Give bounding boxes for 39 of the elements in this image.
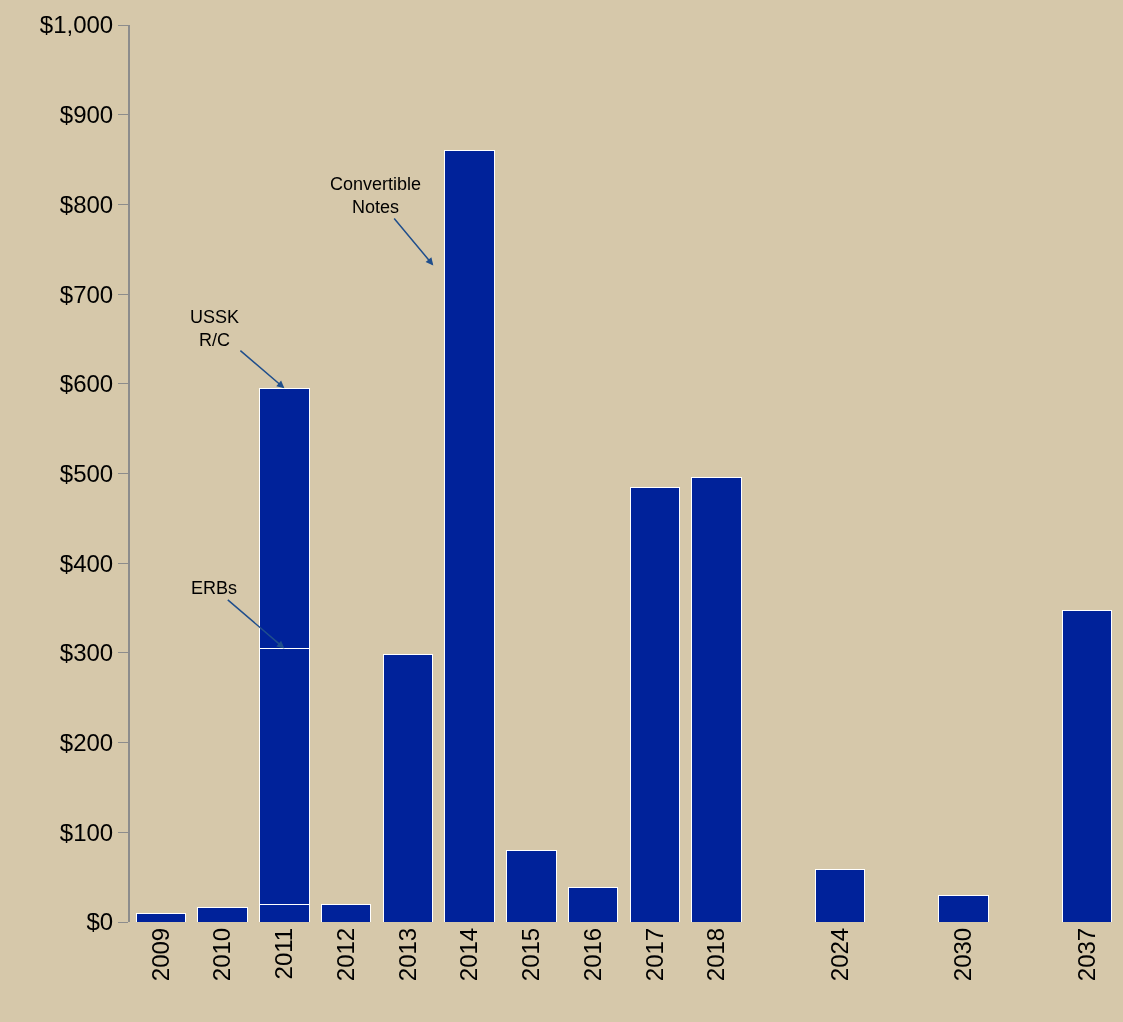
bar	[814, 868, 866, 922]
bar	[444, 150, 495, 922]
annotation: ERBs	[191, 578, 238, 598]
y-tick-label: $0	[86, 908, 114, 936]
x-tick-label: 2037	[1072, 927, 1100, 982]
y-tick-label: $100	[59, 818, 114, 846]
bar	[1061, 610, 1113, 922]
bar	[506, 849, 557, 922]
y-tick-label: $400	[59, 549, 114, 577]
x-tick-label: 2012	[331, 927, 359, 982]
x-tick-label: 2017	[640, 927, 668, 982]
annotation: USSK R/C	[190, 307, 240, 351]
bar	[382, 654, 434, 922]
y-tick-label: $700	[59, 280, 114, 308]
x-tick-label: 2015	[517, 927, 545, 982]
x-tick-label: 2030	[949, 927, 977, 982]
y-tick-label: $800	[59, 190, 114, 218]
x-tick-label: 2011	[270, 927, 298, 980]
x-tick-label: 2014	[455, 927, 483, 982]
y-tick-label: $500	[59, 459, 114, 487]
y-tick-label: $1,000	[39, 11, 114, 39]
y-tick-label: $200	[59, 729, 114, 756]
bar	[197, 907, 248, 922]
x-tick-label: 2010	[208, 927, 236, 982]
bar	[567, 886, 619, 922]
x-tick-label: 2024	[825, 927, 853, 982]
bar	[938, 894, 989, 922]
x-tick-label: 2013	[393, 927, 421, 982]
x-tick-label: 2018	[702, 927, 730, 982]
bar	[135, 912, 187, 922]
annotation: Convertible Notes	[330, 174, 422, 218]
bar	[320, 904, 372, 922]
bar	[629, 487, 681, 922]
y-tick-label: $300	[59, 639, 114, 667]
y-tick-label: $900	[59, 101, 114, 129]
x-tick-label: 2016	[578, 927, 606, 982]
x-tick-label: 2009	[146, 927, 174, 982]
y-tick-label: $600	[59, 370, 114, 398]
bar	[691, 476, 742, 922]
